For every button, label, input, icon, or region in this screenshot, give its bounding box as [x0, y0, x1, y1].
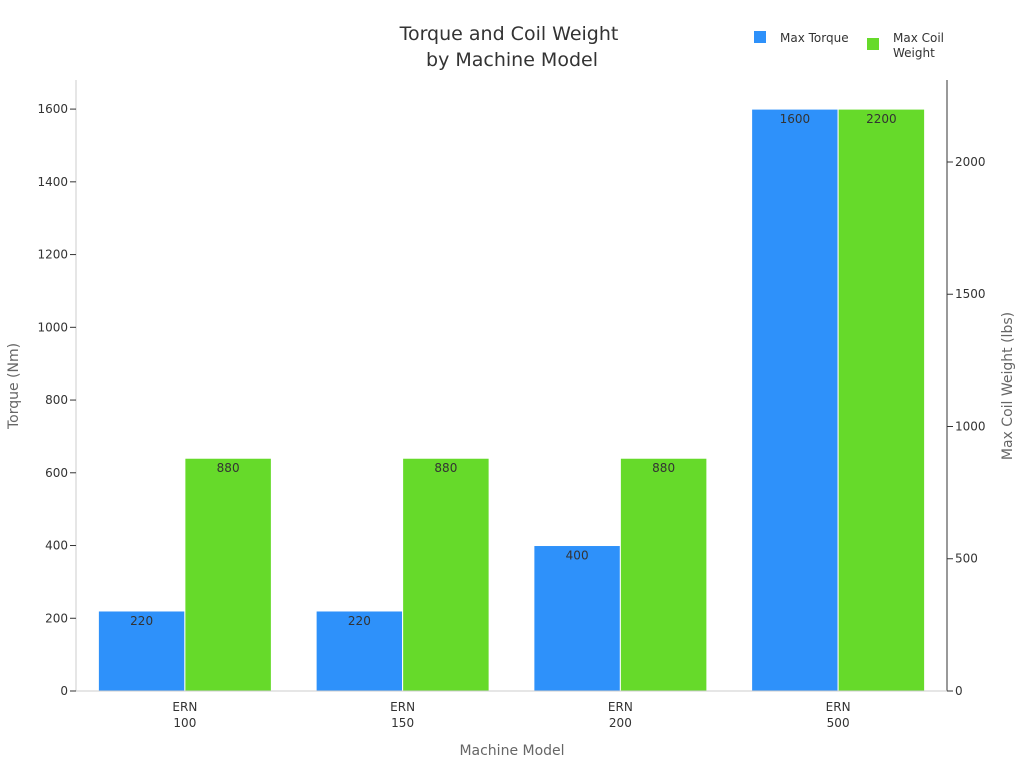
- bar-max-coil-weight-ern-200: [619, 457, 708, 692]
- x-tick-label-line: ERN: [390, 700, 415, 714]
- data-label-max-torque-ern-150: 220: [348, 614, 371, 628]
- bar-max-coil-weight-ern-150: [402, 457, 490, 692]
- bar-max-torque-ern-500: [751, 108, 839, 692]
- bar-max-coil-weight-ern-100: [184, 457, 272, 692]
- legend: Max Torque Max Coil Weight: [754, 31, 948, 60]
- y-left-tick-label: 800: [45, 393, 68, 407]
- y-axis-left-label: Torque (Nm): [6, 343, 22, 430]
- y-right-tick-label: 500: [955, 552, 978, 566]
- x-tick-label-line: 150: [391, 716, 414, 730]
- y-right-tick-label: 0: [955, 684, 963, 698]
- bar-max-torque-ern-150: [315, 610, 404, 692]
- legend-label-line-1: Max Coil: [893, 31, 944, 45]
- y-left-tick-label: 1600: [37, 102, 68, 116]
- x-tick-label-line: ERN: [608, 700, 633, 714]
- x-tick-label: ERN 200: [608, 700, 633, 730]
- y-left-tick-label: 600: [45, 466, 68, 480]
- axes: ERN 100 ERN 150 ERN 200 ERN 500 0 200 400 600 800 100…: [37, 80, 986, 730]
- y-left-tick-label: 1000: [37, 320, 68, 334]
- y-left-tick-label: 0: [60, 684, 68, 698]
- data-label-max-coil-weight-ern-200: 880: [652, 461, 675, 475]
- bar-max-torque-ern-100: [97, 610, 186, 692]
- data-label-max-coil-weight-ern-500: 2200: [866, 112, 897, 126]
- y-right-tick-label: 1500: [955, 287, 986, 301]
- data-labels: 220 880 220 880 400 880 1600 2200: [130, 112, 896, 628]
- x-tick-label: ERN 100: [172, 700, 197, 730]
- x-tick-label-line: ERN: [172, 700, 197, 714]
- x-tick-label-line: 500: [827, 716, 850, 730]
- data-label-max-torque-ern-500: 1600: [780, 112, 811, 126]
- x-tick-label: ERN 500: [826, 700, 851, 730]
- y-axis-right-label: Max Coil Weight (lbs): [1000, 312, 1016, 460]
- legend-label-line-2: Weight: [893, 46, 935, 60]
- chart-title-line-2: by Machine Model: [426, 49, 598, 71]
- chart-title: Torque and Coil Weight by Machine Model: [399, 23, 625, 71]
- bars: [97, 108, 926, 692]
- chart-title-line-1: Torque and Coil Weight: [399, 23, 619, 45]
- y-left-tick-label: 1200: [37, 248, 68, 262]
- data-label-max-torque-ern-200: 400: [566, 549, 589, 563]
- y-left-tick-label: 200: [45, 611, 68, 625]
- x-axis-label: Machine Model: [459, 743, 564, 759]
- legend-label-max-torque: Max Torque: [780, 31, 849, 45]
- legend-swatch-max-coil-weight: [867, 38, 879, 50]
- y-right-tick-label: 1000: [955, 419, 986, 433]
- legend-label-max-coil-weight: Max Coil Weight: [893, 31, 948, 60]
- x-tick-label: ERN 150: [390, 700, 415, 730]
- bar-max-torque-ern-200: [533, 545, 621, 692]
- data-label-max-coil-weight-ern-100: 880: [217, 461, 240, 475]
- bar-max-coil-weight-ern-500: [837, 108, 926, 692]
- x-tick-label-line: ERN: [826, 700, 851, 714]
- x-tick-label-line: 100: [173, 716, 196, 730]
- y-right-tick-label: 2000: [955, 155, 986, 169]
- data-label-max-coil-weight-ern-150: 880: [434, 461, 457, 475]
- y-left-tick-label: 400: [45, 539, 68, 553]
- data-label-max-torque-ern-100: 220: [130, 614, 153, 628]
- y-left-tick-label: 1400: [37, 175, 68, 189]
- legend-swatch-max-torque: [754, 31, 766, 43]
- x-tick-label-line: 200: [609, 716, 632, 730]
